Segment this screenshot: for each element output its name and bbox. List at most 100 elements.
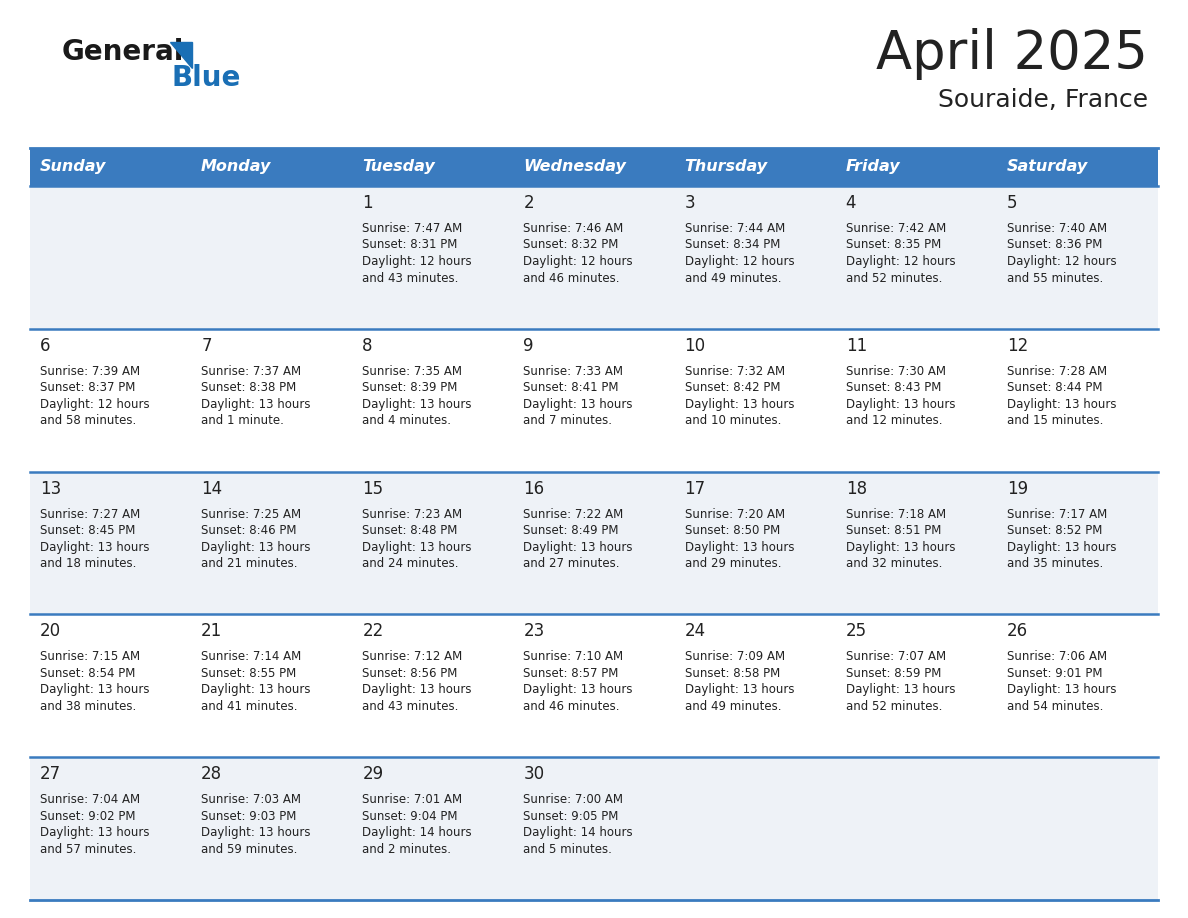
Text: and 49 minutes.: and 49 minutes. [684, 272, 781, 285]
Text: Sunrise: 7:10 AM: Sunrise: 7:10 AM [524, 650, 624, 664]
Text: Sunrise: 7:32 AM: Sunrise: 7:32 AM [684, 364, 785, 378]
Text: Daylight: 13 hours: Daylight: 13 hours [684, 683, 794, 697]
Text: Daylight: 13 hours: Daylight: 13 hours [40, 541, 150, 554]
Text: 1: 1 [362, 194, 373, 212]
Text: 6: 6 [40, 337, 51, 354]
Text: Daylight: 13 hours: Daylight: 13 hours [201, 683, 310, 697]
Bar [997, 148, 1158, 186]
Text: Sunset: 8:54 PM: Sunset: 8:54 PM [40, 666, 135, 680]
Text: Sunrise: 7:44 AM: Sunrise: 7:44 AM [684, 222, 785, 235]
Bar [353, 148, 513, 186]
Bar [191, 148, 353, 186]
Text: Sunset: 8:49 PM: Sunset: 8:49 PM [524, 524, 619, 537]
Text: 2: 2 [524, 194, 535, 212]
Text: 24: 24 [684, 622, 706, 641]
Text: 26: 26 [1007, 622, 1028, 641]
Text: Sunset: 9:02 PM: Sunset: 9:02 PM [40, 810, 135, 823]
Text: Sunset: 8:35 PM: Sunset: 8:35 PM [846, 239, 941, 252]
Text: Sunrise: 7:30 AM: Sunrise: 7:30 AM [846, 364, 946, 378]
Text: Daylight: 13 hours: Daylight: 13 hours [40, 826, 150, 839]
Text: and 43 minutes.: and 43 minutes. [362, 700, 459, 713]
Text: Daylight: 13 hours: Daylight: 13 hours [201, 541, 310, 554]
Bar [513, 148, 675, 186]
Text: Sunrise: 7:28 AM: Sunrise: 7:28 AM [1007, 364, 1107, 378]
Text: Sunrise: 7:42 AM: Sunrise: 7:42 AM [846, 222, 946, 235]
Text: Sunrise: 7:04 AM: Sunrise: 7:04 AM [40, 793, 140, 806]
Text: Sunrise: 7:33 AM: Sunrise: 7:33 AM [524, 364, 624, 378]
Text: Wednesday: Wednesday [524, 160, 626, 174]
Text: Sunrise: 7:07 AM: Sunrise: 7:07 AM [846, 650, 946, 664]
Text: Sunrise: 7:12 AM: Sunrise: 7:12 AM [362, 650, 462, 664]
Text: Daylight: 12 hours: Daylight: 12 hours [524, 255, 633, 268]
Text: Sunset: 9:05 PM: Sunset: 9:05 PM [524, 810, 619, 823]
Text: Thursday: Thursday [684, 160, 767, 174]
Text: Sunrise: 7:17 AM: Sunrise: 7:17 AM [1007, 508, 1107, 521]
Text: and 57 minutes.: and 57 minutes. [40, 843, 137, 856]
Text: 16: 16 [524, 479, 544, 498]
Text: Sunrise: 7:03 AM: Sunrise: 7:03 AM [201, 793, 301, 806]
Text: Sunset: 8:43 PM: Sunset: 8:43 PM [846, 381, 941, 395]
Text: Sunrise: 7:06 AM: Sunrise: 7:06 AM [1007, 650, 1107, 664]
Text: 23: 23 [524, 622, 544, 641]
Text: Saturday: Saturday [1007, 160, 1088, 174]
Bar [675, 148, 835, 186]
Text: Sunday: Sunday [40, 160, 107, 174]
Text: Blue: Blue [172, 64, 241, 92]
Bar [835, 148, 997, 186]
Text: Sunset: 8:48 PM: Sunset: 8:48 PM [362, 524, 457, 537]
Text: and 52 minutes.: and 52 minutes. [846, 700, 942, 713]
Text: and 2 minutes.: and 2 minutes. [362, 843, 451, 856]
Text: Daylight: 13 hours: Daylight: 13 hours [846, 397, 955, 410]
Text: 3: 3 [684, 194, 695, 212]
Text: Daylight: 13 hours: Daylight: 13 hours [684, 397, 794, 410]
Text: Sunset: 8:52 PM: Sunset: 8:52 PM [1007, 524, 1102, 537]
Text: and 24 minutes.: and 24 minutes. [362, 557, 459, 570]
Bar [30, 329, 1158, 472]
Text: and 41 minutes.: and 41 minutes. [201, 700, 298, 713]
Text: 9: 9 [524, 337, 533, 354]
Text: and 15 minutes.: and 15 minutes. [1007, 414, 1104, 427]
Text: 14: 14 [201, 479, 222, 498]
Text: Sunset: 8:55 PM: Sunset: 8:55 PM [201, 666, 296, 680]
Text: Sunrise: 7:40 AM: Sunrise: 7:40 AM [1007, 222, 1107, 235]
Bar [30, 614, 1158, 757]
Text: and 52 minutes.: and 52 minutes. [846, 272, 942, 285]
Polygon shape [170, 42, 192, 68]
Text: Sunrise: 7:01 AM: Sunrise: 7:01 AM [362, 793, 462, 806]
Text: 11: 11 [846, 337, 867, 354]
Text: 8: 8 [362, 337, 373, 354]
Text: Sunset: 8:57 PM: Sunset: 8:57 PM [524, 666, 619, 680]
Text: Daylight: 13 hours: Daylight: 13 hours [201, 826, 310, 839]
Text: Daylight: 14 hours: Daylight: 14 hours [524, 826, 633, 839]
Bar [30, 148, 191, 186]
Text: and 7 minutes.: and 7 minutes. [524, 414, 613, 427]
Text: Daylight: 13 hours: Daylight: 13 hours [362, 683, 472, 697]
Text: Friday: Friday [846, 160, 901, 174]
Text: Daylight: 13 hours: Daylight: 13 hours [846, 541, 955, 554]
Text: and 12 minutes.: and 12 minutes. [846, 414, 942, 427]
Text: Sunrise: 7:37 AM: Sunrise: 7:37 AM [201, 364, 302, 378]
Text: General: General [62, 38, 184, 66]
Text: and 4 minutes.: and 4 minutes. [362, 414, 451, 427]
Text: and 27 minutes.: and 27 minutes. [524, 557, 620, 570]
Text: Daylight: 13 hours: Daylight: 13 hours [362, 397, 472, 410]
Text: and 5 minutes.: and 5 minutes. [524, 843, 612, 856]
Text: Sunrise: 7:39 AM: Sunrise: 7:39 AM [40, 364, 140, 378]
Text: and 55 minutes.: and 55 minutes. [1007, 272, 1104, 285]
Bar [30, 472, 1158, 614]
Text: 17: 17 [684, 479, 706, 498]
Text: Daylight: 13 hours: Daylight: 13 hours [524, 683, 633, 697]
Text: and 10 minutes.: and 10 minutes. [684, 414, 781, 427]
Text: and 46 minutes.: and 46 minutes. [524, 272, 620, 285]
Text: Sunrise: 7:15 AM: Sunrise: 7:15 AM [40, 650, 140, 664]
Text: Sunset: 8:51 PM: Sunset: 8:51 PM [846, 524, 941, 537]
Text: 27: 27 [40, 766, 61, 783]
Text: and 43 minutes.: and 43 minutes. [362, 272, 459, 285]
Text: Sunset: 8:39 PM: Sunset: 8:39 PM [362, 381, 457, 395]
Text: Sunrise: 7:23 AM: Sunrise: 7:23 AM [362, 508, 462, 521]
Text: Sunrise: 7:09 AM: Sunrise: 7:09 AM [684, 650, 785, 664]
Text: Tuesday: Tuesday [362, 160, 435, 174]
Text: Sunrise: 7:46 AM: Sunrise: 7:46 AM [524, 222, 624, 235]
Text: 5: 5 [1007, 194, 1017, 212]
Text: Daylight: 13 hours: Daylight: 13 hours [524, 397, 633, 410]
